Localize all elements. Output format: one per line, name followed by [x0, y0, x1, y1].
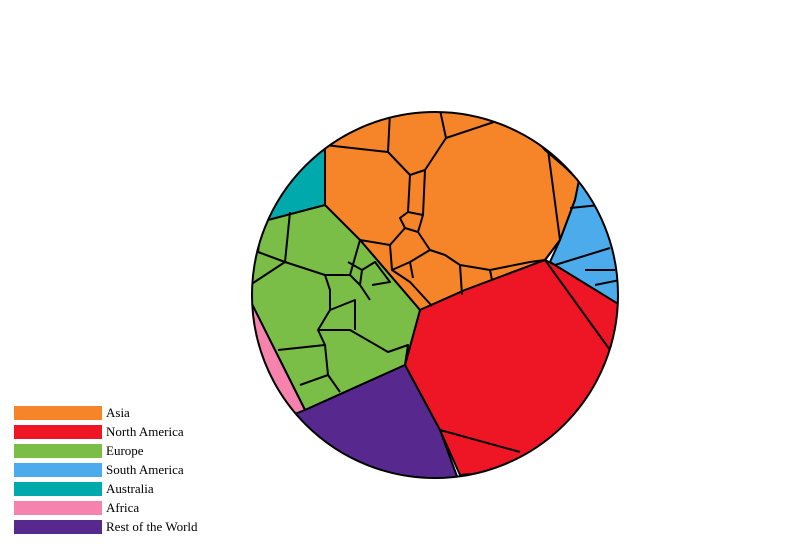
chart-outline — [251, 111, 619, 479]
legend-label: Rest of the World — [106, 518, 198, 534]
legend: Asia North America Europe South America … — [14, 403, 198, 536]
legend-swatch — [14, 424, 102, 439]
legend-item-north-america: North America — [14, 422, 198, 441]
legend-swatch — [14, 500, 102, 515]
legend-label: Asia — [106, 404, 130, 420]
legend-item-south-america: South America — [14, 460, 198, 479]
legend-item-australia: Australia — [14, 479, 198, 498]
legend-swatch — [14, 462, 102, 477]
legend-label: Europe — [106, 442, 144, 458]
region-australia — [252, 139, 326, 221]
legend-item-europe: Europe — [14, 441, 198, 460]
legend-label: Africa — [106, 499, 140, 515]
legend-item-asia: Asia — [14, 403, 198, 422]
legend-item-africa: Africa — [14, 498, 198, 517]
legend-swatch — [14, 481, 102, 496]
legend-label: Australia — [106, 480, 154, 496]
legend-swatch — [14, 519, 102, 534]
legend-label: South America — [106, 461, 184, 477]
legend-swatch — [14, 405, 102, 420]
legend-swatch — [14, 443, 102, 458]
legend-label: North America — [106, 423, 184, 439]
legend-item-rest-of-world: Rest of the World — [14, 517, 198, 536]
